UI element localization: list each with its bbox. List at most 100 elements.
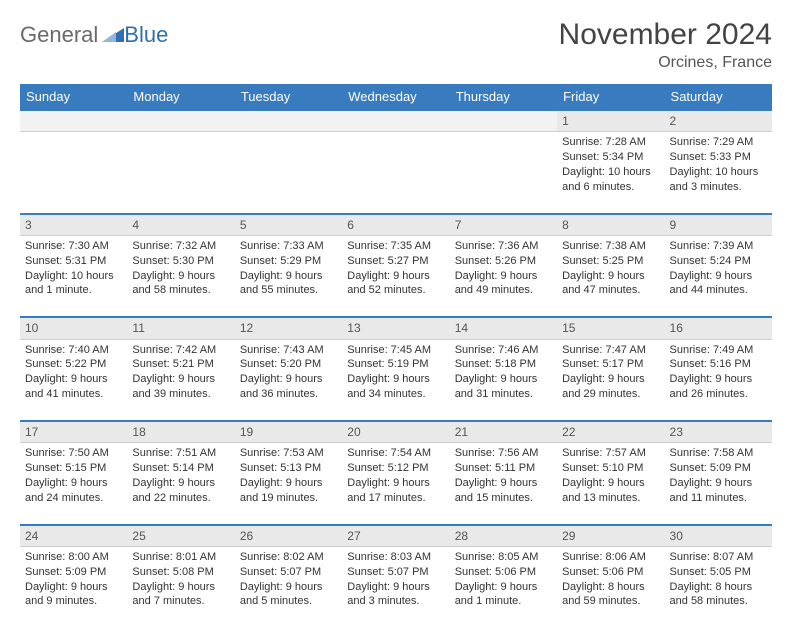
daylight-line: Daylight: 10 hours and 6 minutes. [562, 165, 659, 195]
sunset-line: Sunset: 5:16 PM [670, 357, 767, 372]
day-cell: Sunrise: 8:05 AMSunset: 5:06 PMDaylight:… [450, 546, 557, 628]
sunrise-line: Sunrise: 7:53 AM [240, 446, 337, 461]
day-number-cell: 20 [342, 421, 449, 443]
daylight-line: Daylight: 9 hours and 41 minutes. [25, 372, 122, 402]
sunset-line: Sunset: 5:21 PM [132, 357, 229, 372]
sunrise-line: Sunrise: 8:07 AM [670, 550, 767, 565]
day-cell [20, 132, 127, 214]
week-content-row: Sunrise: 7:30 AMSunset: 5:31 PMDaylight:… [20, 235, 772, 317]
day-cell: Sunrise: 7:38 AMSunset: 5:25 PMDaylight:… [557, 235, 664, 317]
daylight-line: Daylight: 10 hours and 1 minute. [25, 269, 122, 299]
day-number-cell: 15 [557, 317, 664, 339]
sunrise-line: Sunrise: 7:33 AM [240, 239, 337, 254]
day-cell [450, 132, 557, 214]
day-number-cell [127, 110, 234, 132]
sunset-line: Sunset: 5:30 PM [132, 254, 229, 269]
sunset-line: Sunset: 5:07 PM [240, 565, 337, 580]
daylight-line: Daylight: 9 hours and 58 minutes. [132, 269, 229, 299]
day-cell: Sunrise: 7:42 AMSunset: 5:21 PMDaylight:… [127, 339, 234, 421]
day-cell: Sunrise: 8:07 AMSunset: 5:05 PMDaylight:… [665, 546, 772, 628]
daynum-row: 3456789 [20, 214, 772, 236]
day-cell: Sunrise: 7:28 AMSunset: 5:34 PMDaylight:… [557, 132, 664, 214]
daylight-line: Daylight: 9 hours and 15 minutes. [455, 476, 552, 506]
week-content-row: Sunrise: 7:28 AMSunset: 5:34 PMDaylight:… [20, 132, 772, 214]
daylight-line: Daylight: 9 hours and 17 minutes. [347, 476, 444, 506]
daylight-line: Daylight: 8 hours and 59 minutes. [562, 580, 659, 610]
weekday-header: Thursday [450, 84, 557, 110]
day-number-cell [450, 110, 557, 132]
sunrise-line: Sunrise: 7:57 AM [562, 446, 659, 461]
day-number-cell: 27 [342, 525, 449, 547]
page-title: November 2024 [559, 18, 772, 52]
sunrise-line: Sunrise: 7:29 AM [670, 135, 767, 150]
day-cell: Sunrise: 8:06 AMSunset: 5:06 PMDaylight:… [557, 546, 664, 628]
daylight-line: Daylight: 9 hours and 5 minutes. [240, 580, 337, 610]
day-cell: Sunrise: 8:03 AMSunset: 5:07 PMDaylight:… [342, 546, 449, 628]
sunrise-line: Sunrise: 7:30 AM [25, 239, 122, 254]
day-cell: Sunrise: 8:00 AMSunset: 5:09 PMDaylight:… [20, 546, 127, 628]
day-number-cell: 11 [127, 317, 234, 339]
daylight-line: Daylight: 8 hours and 58 minutes. [670, 580, 767, 610]
day-cell: Sunrise: 7:53 AMSunset: 5:13 PMDaylight:… [235, 443, 342, 525]
day-number-cell: 23 [665, 421, 772, 443]
sunrise-line: Sunrise: 7:42 AM [132, 343, 229, 358]
sunset-line: Sunset: 5:18 PM [455, 357, 552, 372]
day-number-cell: 22 [557, 421, 664, 443]
week-content-row: Sunrise: 8:00 AMSunset: 5:09 PM Daylight:… [20, 546, 772, 628]
sunset-line: Sunset: 5:31 PM [25, 254, 122, 269]
sunrise-line: Sunrise: 7:38 AM [562, 239, 659, 254]
header: General Blue November 2024 Orcines, Fran… [20, 18, 772, 72]
title-block: November 2024 Orcines, France [559, 18, 772, 72]
weekday-header: Monday [127, 84, 234, 110]
daylight-line: Daylight: 9 hours and 55 minutes. [240, 269, 337, 299]
weekday-header: Tuesday [235, 84, 342, 110]
sunset-line: Sunset: 5:14 PM [132, 461, 229, 476]
sunset-line: Sunset: 5:34 PM [562, 150, 659, 165]
day-cell: Sunrise: 7:36 AMSunset: 5:26 PMDaylight:… [450, 235, 557, 317]
day-number-cell: 6 [342, 214, 449, 236]
sunrise-line: Sunrise: 7:47 AM [562, 343, 659, 358]
sunrise-line: Sunrise: 7:58 AM [670, 446, 767, 461]
day-cell: Sunrise: 7:57 AMSunset: 5:10 PMDaylight:… [557, 443, 664, 525]
page-subtitle: Orcines, France [559, 54, 772, 72]
daylight-line: Daylight: 9 hours and 7 minutes. [132, 580, 229, 610]
daylight-line: Daylight: 9 hours and 1 minute. [455, 580, 552, 610]
sunset-line: Sunset: 5:05 PM [670, 565, 767, 580]
day-number-cell [342, 110, 449, 132]
daynum-row: 24252627282930 [20, 525, 772, 547]
sunset-line: Sunset: 5:07 PM [347, 565, 444, 580]
day-number-cell: 4 [127, 214, 234, 236]
sunset-line: Sunset: 5:09 PM [25, 565, 122, 580]
day-cell: Sunrise: 7:35 AMSunset: 5:27 PMDaylight:… [342, 235, 449, 317]
daynum-row: 12 [20, 110, 772, 132]
day-number-cell: 13 [342, 317, 449, 339]
day-number-cell: 28 [450, 525, 557, 547]
brand-word-2: Blue [124, 22, 168, 48]
sunset-line: Sunset: 5:24 PM [670, 254, 767, 269]
daynum-row: 10111213141516 [20, 317, 772, 339]
calendar-page: General Blue November 2024 Orcines, Fran… [0, 0, 792, 638]
weekday-header: Saturday [665, 84, 772, 110]
sunset-line: Sunset: 5:25 PM [562, 254, 659, 269]
sunrise-line: Sunrise: 7:40 AM [25, 343, 122, 358]
day-cell: Sunrise: 7:40 AMSunset: 5:22 PMDaylight:… [20, 339, 127, 421]
daylight-line: Daylight: 9 hours and 13 minutes. [562, 476, 659, 506]
sunset-line: Sunset: 5:06 PM [562, 565, 659, 580]
sunset-line: Sunset: 5:26 PM [455, 254, 552, 269]
daynum-row: 17181920212223 [20, 421, 772, 443]
sunrise-line: Sunrise: 8:00 AM [25, 550, 122, 565]
day-cell: Sunrise: 7:56 AMSunset: 5:11 PMDaylight:… [450, 443, 557, 525]
day-number-cell: 29 [557, 525, 664, 547]
daylight-line: Daylight: 9 hours and 47 minutes. [562, 269, 659, 299]
sunset-line: Sunset: 5:19 PM [347, 357, 444, 372]
weekday-header-row: Sunday Monday Tuesday Wednesday Thursday… [20, 84, 772, 110]
sunset-line: Sunset: 5:13 PM [240, 461, 337, 476]
day-cell: Sunrise: 7:54 AMSunset: 5:12 PMDaylight:… [342, 443, 449, 525]
daylight-line: Daylight: 9 hours and 44 minutes. [670, 269, 767, 299]
sunrise-line: Sunrise: 8:02 AM [240, 550, 337, 565]
day-cell: Sunrise: 7:47 AMSunset: 5:17 PMDaylight:… [557, 339, 664, 421]
daylight-line: Daylight: 9 hours and 34 minutes. [347, 372, 444, 402]
day-cell [235, 132, 342, 214]
weekday-header: Sunday [20, 84, 127, 110]
day-number-cell: 2 [665, 110, 772, 132]
